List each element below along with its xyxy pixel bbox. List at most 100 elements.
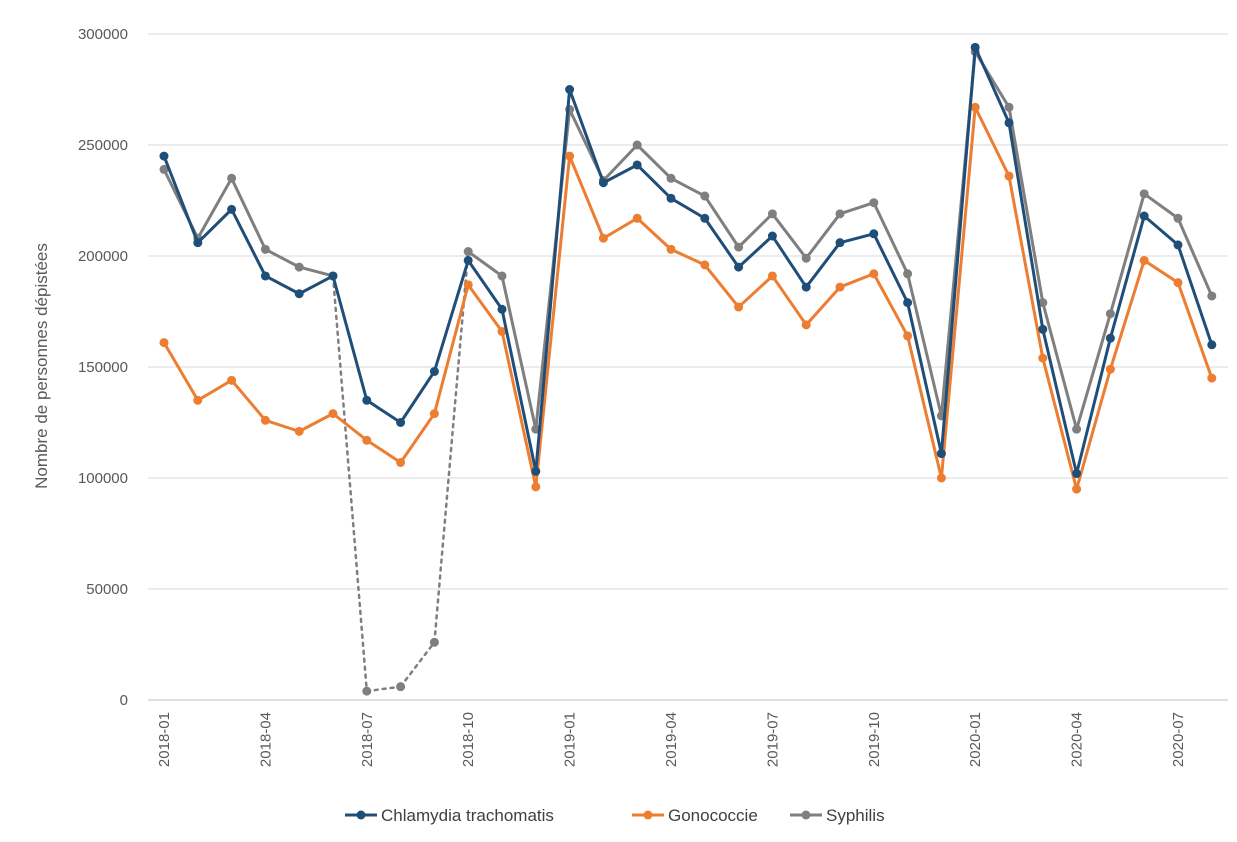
series-segment	[331, 412, 369, 442]
series-segment	[263, 274, 301, 296]
data-point	[835, 238, 845, 248]
series-segment	[432, 283, 470, 416]
data-point	[1173, 278, 1183, 288]
series-segment	[466, 283, 504, 333]
series-segment	[365, 438, 403, 464]
series-segment	[770, 274, 808, 327]
data-point	[294, 426, 304, 436]
series-segment	[669, 176, 707, 198]
data-point	[734, 242, 744, 252]
series-segment	[230, 176, 267, 251]
series-segment	[1007, 174, 1045, 360]
data-point	[260, 415, 270, 425]
data-point	[801, 253, 811, 263]
series-segment	[737, 212, 774, 249]
series-segment	[703, 194, 741, 249]
series-segment	[500, 329, 538, 489]
series-segment	[500, 274, 538, 431]
series-segment	[399, 641, 436, 688]
y-tick-label: 50000	[86, 581, 128, 598]
series-segment	[601, 216, 639, 240]
data-point	[159, 164, 169, 174]
series-segment	[466, 250, 504, 278]
x-tick-label: 2018-04	[257, 712, 274, 767]
data-point	[362, 435, 372, 445]
data-point	[1207, 291, 1217, 301]
data-point	[1207, 373, 1217, 383]
data-point	[1105, 309, 1115, 319]
x-tick-label: 2019-07	[764, 712, 781, 767]
data-point	[700, 213, 710, 223]
data-point	[227, 375, 237, 385]
series-segment	[196, 207, 234, 245]
data-point	[159, 151, 169, 161]
series-segment	[1041, 327, 1079, 476]
series-segment	[1108, 192, 1146, 316]
data-point	[903, 298, 913, 308]
series-segment	[669, 247, 707, 267]
series-segment	[263, 418, 301, 433]
series-segment	[196, 176, 234, 240]
series-segment	[906, 272, 943, 418]
series-segment	[1176, 216, 1214, 298]
series-segment	[568, 154, 605, 240]
series-segment	[1176, 243, 1214, 347]
data-point	[429, 366, 439, 376]
data-point	[362, 395, 372, 405]
data-point	[328, 409, 338, 419]
x-tick-label: 2019-10	[866, 712, 883, 767]
series-segment	[1041, 356, 1079, 491]
x-tick-label: 2019-01	[562, 712, 579, 767]
data-point	[801, 320, 811, 330]
x-tick-label: 2018-07	[359, 712, 376, 767]
legend-label: Gonococcie	[668, 806, 758, 825]
series-segment	[703, 216, 741, 269]
data-point	[598, 178, 608, 188]
data-point	[666, 173, 676, 183]
series-segment	[973, 45, 1011, 125]
series-segment	[669, 196, 707, 220]
y-axis-ticks: 0 50000 100000 150000 200000 250000 300000	[78, 26, 128, 709]
data-point	[294, 262, 304, 272]
series-segment	[1108, 258, 1146, 371]
data-point	[869, 269, 879, 279]
data-point	[463, 255, 473, 265]
x-tick-label: 2018-10	[460, 712, 477, 767]
x-tick-label: 2019-04	[663, 712, 680, 767]
data-point	[227, 204, 237, 214]
series-segment	[500, 307, 538, 473]
series-segment	[1142, 258, 1180, 285]
data-point	[1072, 484, 1082, 494]
x-tick-label: 2020-01	[967, 712, 984, 767]
data-point	[260, 271, 270, 281]
data-point	[869, 198, 879, 208]
series-segment	[1075, 336, 1112, 476]
data-point	[463, 247, 473, 257]
data-point	[835, 209, 845, 219]
y-tick-label: 150000	[78, 359, 128, 376]
series-segment	[804, 241, 842, 289]
data-point	[734, 302, 744, 312]
x-tick-label: 2018-01	[156, 712, 173, 767]
legend-marker	[801, 810, 811, 820]
series-segment	[770, 212, 808, 260]
data-point	[936, 449, 946, 459]
series-segment	[635, 216, 673, 251]
data-point	[1139, 189, 1149, 199]
legend-marker	[643, 810, 653, 820]
series-segment	[770, 234, 808, 289]
data-point	[565, 151, 575, 161]
data-point	[396, 418, 406, 427]
series-segment	[568, 88, 605, 185]
series-segment	[1142, 192, 1180, 220]
series-segment	[365, 398, 403, 424]
series-segment	[297, 274, 335, 296]
data-point	[1173, 213, 1183, 223]
gridlines	[148, 33, 1228, 701]
y-tick-label: 0	[120, 692, 128, 709]
data-point	[227, 173, 237, 183]
data-point	[1004, 118, 1014, 128]
series-segment	[399, 412, 436, 464]
series-segment	[737, 274, 774, 309]
